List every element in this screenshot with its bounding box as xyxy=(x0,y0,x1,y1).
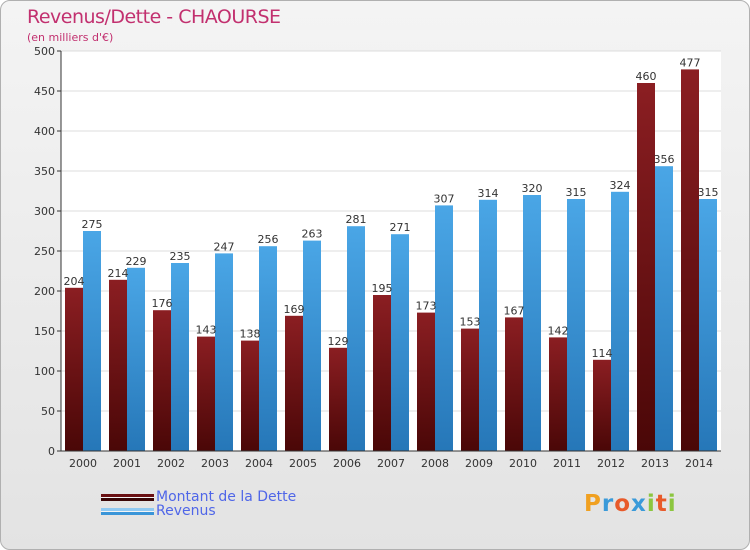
value-label-revenus-2007: 271 xyxy=(390,221,411,234)
value-label-dette-2001: 214 xyxy=(108,267,129,280)
y-tick-label: 450 xyxy=(34,85,55,98)
x-tick-label-2005: 2005 xyxy=(289,457,317,470)
value-label-dette-2003: 143 xyxy=(196,324,217,337)
value-label-dette-2011: 142 xyxy=(548,324,569,337)
value-label-dette-2009: 153 xyxy=(460,316,481,329)
x-tick-label-2004: 2004 xyxy=(245,457,273,470)
x-tick-label-2003: 2003 xyxy=(201,457,229,470)
value-label-revenus-2005: 263 xyxy=(302,228,323,241)
bar-dette-2010 xyxy=(505,317,523,451)
value-label-dette-2005: 169 xyxy=(284,303,305,316)
bar-revenus-2003 xyxy=(215,253,233,451)
legend-swatch-revenus xyxy=(101,507,154,515)
bar-dette-2012 xyxy=(593,359,611,451)
bar-dette-2001 xyxy=(109,279,127,451)
chart-title: Revenus/Dette - CHAOURSE xyxy=(27,6,281,28)
legend-item-dette: Montant de la Dette xyxy=(101,490,296,504)
bar-dette-2006 xyxy=(329,347,347,451)
x-tick-label-2008: 2008 xyxy=(421,457,449,470)
value-label-revenus-2002: 235 xyxy=(170,250,191,263)
value-label-revenus-2006: 281 xyxy=(346,213,367,226)
value-label-revenus-2013: 356 xyxy=(654,153,675,166)
bar-dette-2005 xyxy=(285,315,303,451)
bar-dette-2004 xyxy=(241,340,259,451)
bar-dette-2002 xyxy=(153,310,171,451)
bar-dette-2007 xyxy=(373,295,391,451)
bar-revenus-2001 xyxy=(127,267,145,451)
legend-item-revenus: Revenus xyxy=(101,504,216,518)
value-label-revenus-2008: 307 xyxy=(434,192,455,205)
bar-dette-2009 xyxy=(461,328,479,451)
legend-swatch-dette xyxy=(101,493,154,501)
value-label-revenus-2009: 314 xyxy=(478,187,499,200)
bar-revenus-2008 xyxy=(435,205,453,451)
value-label-revenus-2001: 229 xyxy=(126,255,147,268)
x-tick-label-2002: 2002 xyxy=(157,457,185,470)
value-label-revenus-2004: 256 xyxy=(258,233,279,246)
chart-subtitle: (en milliers d'€) xyxy=(27,31,114,44)
bar-revenus-2005 xyxy=(303,240,321,451)
bar-dette-2003 xyxy=(197,336,215,451)
value-label-dette-2000: 204 xyxy=(64,275,85,288)
bar-dette-2011 xyxy=(549,337,567,451)
x-tick-label-2011: 2011 xyxy=(553,457,581,470)
bar-dette-2014 xyxy=(681,69,699,452)
value-label-revenus-2010: 320 xyxy=(522,182,543,195)
bar-revenus-2007 xyxy=(391,234,409,451)
value-label-revenus-2014: 315 xyxy=(698,186,719,199)
y-tick-label: 350 xyxy=(34,165,55,178)
legend-label-dette: Montant de la Dette xyxy=(156,489,297,505)
value-label-dette-2008: 173 xyxy=(416,300,437,313)
y-tick-label: 200 xyxy=(34,285,55,298)
y-tick-label: 0 xyxy=(48,445,55,458)
bar-dette-2013 xyxy=(637,83,655,451)
bar-revenus-2000 xyxy=(83,231,101,451)
value-label-dette-2004: 138 xyxy=(240,328,261,341)
bar-revenus-2002 xyxy=(171,263,189,451)
value-label-dette-2010: 167 xyxy=(504,304,525,317)
x-tick-label-2007: 2007 xyxy=(377,457,405,470)
bar-revenus-2010 xyxy=(523,195,541,451)
bar-revenus-2013 xyxy=(655,166,673,451)
bar-revenus-2006 xyxy=(347,226,365,451)
x-tick-label-2001: 2001 xyxy=(113,457,141,470)
x-tick-label-2010: 2010 xyxy=(509,457,537,470)
value-label-revenus-2012: 324 xyxy=(610,179,631,192)
bar-revenus-2012 xyxy=(611,191,629,452)
x-tick-label-2013: 2013 xyxy=(641,457,669,470)
value-label-revenus-2003: 247 xyxy=(214,240,235,253)
value-label-dette-2007: 195 xyxy=(372,282,393,295)
legend-label-revenus: Revenus xyxy=(156,503,216,519)
value-label-dette-2014: 477 xyxy=(680,56,701,69)
x-tick-label-2006: 2006 xyxy=(333,457,361,470)
value-label-revenus-2011: 315 xyxy=(566,186,587,199)
bar-dette-2008 xyxy=(417,312,435,451)
value-label-dette-2013: 460 xyxy=(636,70,657,83)
proxiti-logo: Proxiti xyxy=(584,491,677,517)
bar-revenus-2004 xyxy=(259,246,277,451)
y-tick-label: 50 xyxy=(41,405,55,418)
x-tick-label-2000: 2000 xyxy=(69,457,97,470)
y-tick-label: 400 xyxy=(34,125,55,138)
x-tick-label-2014: 2014 xyxy=(685,457,713,470)
bar-dette-2000 xyxy=(65,287,83,451)
x-tick-label-2012: 2012 xyxy=(597,457,625,470)
bar-revenus-2014 xyxy=(699,199,717,451)
bar-revenus-2011 xyxy=(567,199,585,451)
bar-revenus-2009 xyxy=(479,199,497,451)
value-label-revenus-2000: 275 xyxy=(82,218,103,231)
y-tick-label: 250 xyxy=(34,245,55,258)
x-tick-label-2009: 2009 xyxy=(465,457,493,470)
y-tick-label: 100 xyxy=(34,365,55,378)
value-label-dette-2006: 129 xyxy=(328,335,349,348)
y-tick-label: 150 xyxy=(34,325,55,338)
y-tick-label: 500 xyxy=(34,45,55,58)
y-tick-label: 300 xyxy=(34,205,55,218)
value-label-dette-2012: 114 xyxy=(592,347,613,360)
value-label-dette-2002: 176 xyxy=(152,297,173,310)
